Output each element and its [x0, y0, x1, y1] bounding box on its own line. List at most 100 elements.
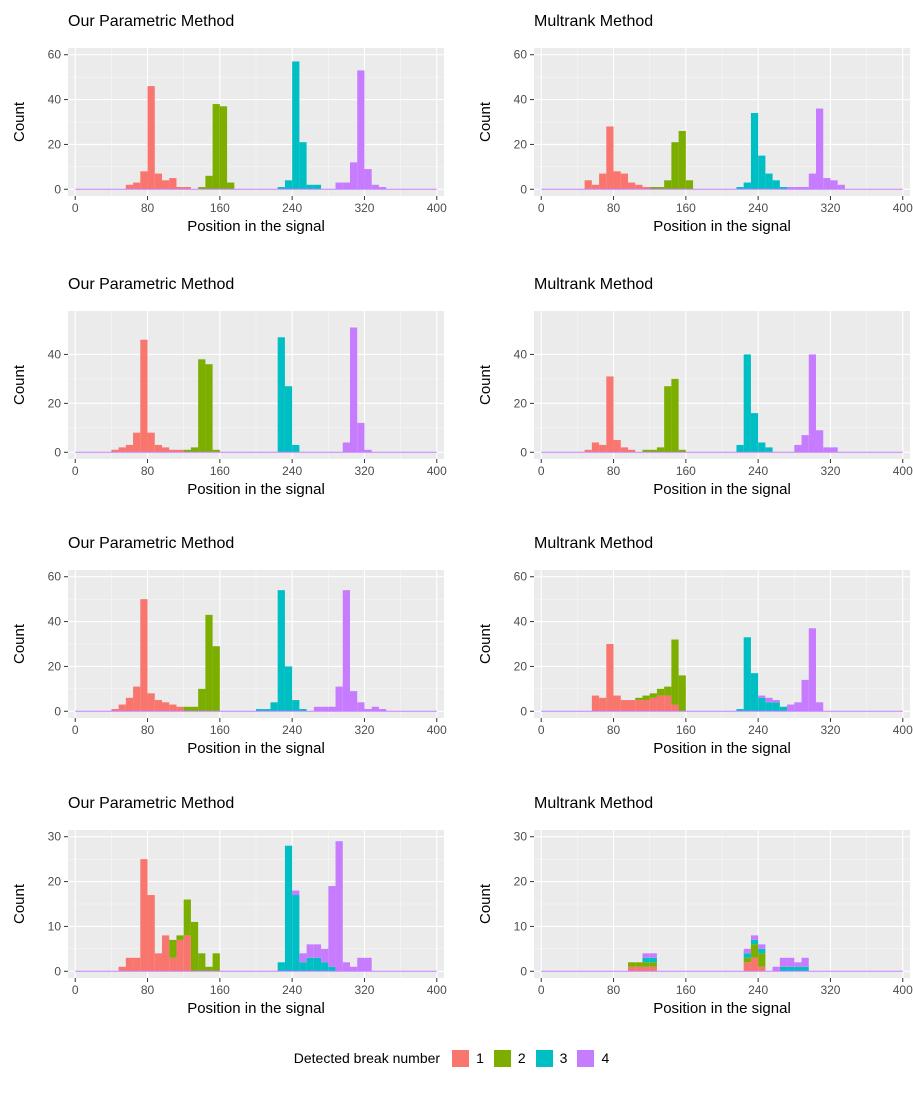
bar-series-3 — [649, 957, 657, 963]
bar-series-2 — [205, 614, 213, 712]
bar-series-1 — [169, 449, 177, 453]
bar-series-2 — [664, 180, 672, 190]
bar-series-1 — [133, 432, 141, 453]
bar-series-3 — [292, 895, 300, 972]
legend-label-4: 4 — [601, 1050, 610, 1066]
bar-series-3 — [270, 702, 278, 712]
bar-series-2 — [671, 142, 679, 190]
bar-series-2 — [198, 953, 206, 972]
bar-series-2 — [227, 182, 235, 190]
bar-series-2 — [649, 187, 657, 190]
bar-series-1 — [628, 700, 636, 712]
bar-series-2 — [758, 953, 766, 967]
bar-series-3 — [743, 637, 751, 712]
bar-series-4 — [371, 706, 379, 712]
x-tick-label: 0 — [72, 723, 79, 737]
bar-series-2 — [743, 957, 751, 963]
x-axis-label: Position in the signal — [653, 481, 791, 498]
bar-series-2 — [190, 921, 199, 972]
y-axis-label: Count — [11, 623, 28, 664]
bar-series-4 — [342, 590, 350, 712]
bar-series-2 — [642, 962, 650, 967]
y-tick-label: 0 — [520, 704, 527, 718]
bar-series-3 — [772, 180, 780, 190]
bar-series-3 — [765, 447, 773, 453]
bar-series-3 — [263, 709, 271, 712]
x-tick-label: 160 — [676, 464, 696, 478]
bar-series-1 — [140, 859, 148, 972]
x-tick-label: 240 — [748, 201, 768, 215]
chart-title: Our Parametric Method — [68, 795, 234, 812]
bar-series-3 — [642, 957, 650, 963]
bar-series-2 — [635, 697, 643, 701]
legend-swatch-4 — [577, 1049, 595, 1067]
bar-series-2 — [190, 447, 199, 453]
bar-series-2 — [656, 447, 665, 453]
bar-series-1 — [147, 693, 155, 712]
bar-series-4 — [830, 180, 838, 190]
x-tick-label: 160 — [210, 201, 230, 215]
bar-series-2 — [212, 449, 220, 453]
legend-label-2: 2 — [517, 1050, 526, 1066]
bars — [118, 841, 372, 972]
x-tick-label: 0 — [72, 983, 79, 997]
x-tick-label: 160 — [210, 983, 230, 997]
bar-series-2 — [671, 639, 679, 705]
bar-series-4 — [342, 442, 350, 453]
bar-series-1 — [133, 182, 141, 190]
chart-title: Multrank Method — [534, 795, 653, 812]
bar-series-4 — [794, 187, 802, 190]
x-tick-label: 400 — [427, 723, 447, 737]
bar-series-4 — [328, 886, 336, 967]
legend-swatch-3 — [535, 1049, 553, 1067]
bar-series-1 — [125, 444, 134, 453]
x-tick-label: 240 — [282, 723, 302, 737]
bar-series-1 — [656, 695, 665, 712]
x-tick-label: 400 — [427, 464, 447, 478]
bar-series-1 — [133, 957, 141, 972]
y-tick-label: 20 — [514, 137, 528, 151]
y-tick-label: 20 — [48, 659, 62, 673]
bar-series-4 — [794, 702, 802, 712]
x-tick-label: 240 — [282, 983, 302, 997]
chart-title: Multrank Method — [534, 535, 653, 552]
bar-series-1 — [111, 449, 119, 453]
y-tick-label: 60 — [514, 570, 528, 584]
bar-series-4 — [801, 187, 809, 190]
y-tick-label: 40 — [514, 615, 528, 629]
bar-series-3 — [750, 113, 759, 190]
bar-series-4 — [350, 162, 358, 190]
bar-series-1 — [599, 697, 607, 712]
bar-series-4 — [364, 449, 372, 453]
bar-series-3 — [306, 184, 314, 190]
bar-series-2 — [205, 175, 213, 190]
y-tick-label: 0 — [520, 445, 527, 459]
x-tick-label: 0 — [538, 464, 545, 478]
bar-series-4 — [801, 679, 809, 712]
bar-series-1 — [620, 173, 628, 190]
bar-series-3 — [787, 966, 795, 972]
bar-series-3 — [765, 173, 773, 190]
y-axis-label: Count — [477, 623, 494, 664]
chart-panel-7: Our Parametric Method 0 80 160 240 320 400 0 10 2… — [11, 795, 447, 1017]
bar-series-3 — [313, 957, 322, 972]
legend: Detected break number 1 2 3 4 — [0, 1043, 913, 1073]
legend-label-3: 3 — [559, 1050, 568, 1066]
x-tick-label: 0 — [72, 201, 79, 215]
chart-title: Our Parametric Method — [68, 276, 234, 293]
x-axis-label: Position in the signal — [653, 1000, 791, 1017]
bar-series-2 — [190, 706, 199, 712]
bar-series-4 — [357, 957, 365, 972]
y-tick-label: 40 — [514, 347, 528, 361]
y-tick-label: 60 — [48, 48, 62, 62]
bar-series-4 — [357, 422, 365, 453]
legend-item-4: 4 — [577, 1049, 610, 1067]
bar-series-1 — [183, 935, 191, 972]
chart-panel-6: Multrank Method 0 80 160 240 320 400 0 20 40 60 Pos… — [477, 535, 913, 757]
bar-series-1 — [154, 444, 162, 453]
bar-series-1 — [599, 444, 607, 453]
bar-series-2 — [183, 899, 191, 936]
bar-series-1 — [591, 442, 600, 453]
bar-series-3 — [256, 709, 264, 712]
